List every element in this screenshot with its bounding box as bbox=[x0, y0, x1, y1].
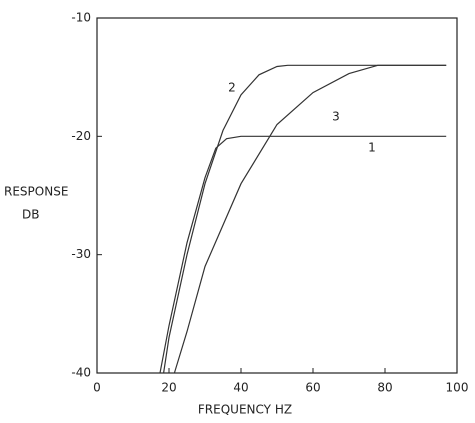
x-tick-label: 100 bbox=[446, 381, 469, 395]
y-tick-label: -10 bbox=[71, 11, 91, 25]
curve bbox=[159, 135, 447, 374]
x-tick-label: 20 bbox=[161, 381, 176, 395]
curve-label: 2 bbox=[228, 81, 236, 95]
curve bbox=[163, 64, 447, 374]
x-axis-label: FREQUENCY HZ bbox=[198, 403, 292, 417]
x-tick-label: 40 bbox=[233, 381, 248, 395]
x-tick-label: 80 bbox=[377, 381, 392, 395]
curve bbox=[173, 64, 447, 374]
x-tick-label: 60 bbox=[305, 381, 320, 395]
y-tick-label: -30 bbox=[71, 247, 91, 261]
y-axis-label: RESPONSE bbox=[4, 185, 68, 199]
curve-label: 3 bbox=[332, 110, 340, 124]
curve-label: 1 bbox=[368, 141, 376, 155]
x-tick-label: 0 bbox=[93, 381, 101, 395]
y-tick-label: -40 bbox=[71, 366, 91, 380]
y-axis-label: DB bbox=[22, 208, 39, 222]
y-tick-label: -20 bbox=[71, 129, 91, 143]
plot-frame bbox=[96, 17, 458, 374]
